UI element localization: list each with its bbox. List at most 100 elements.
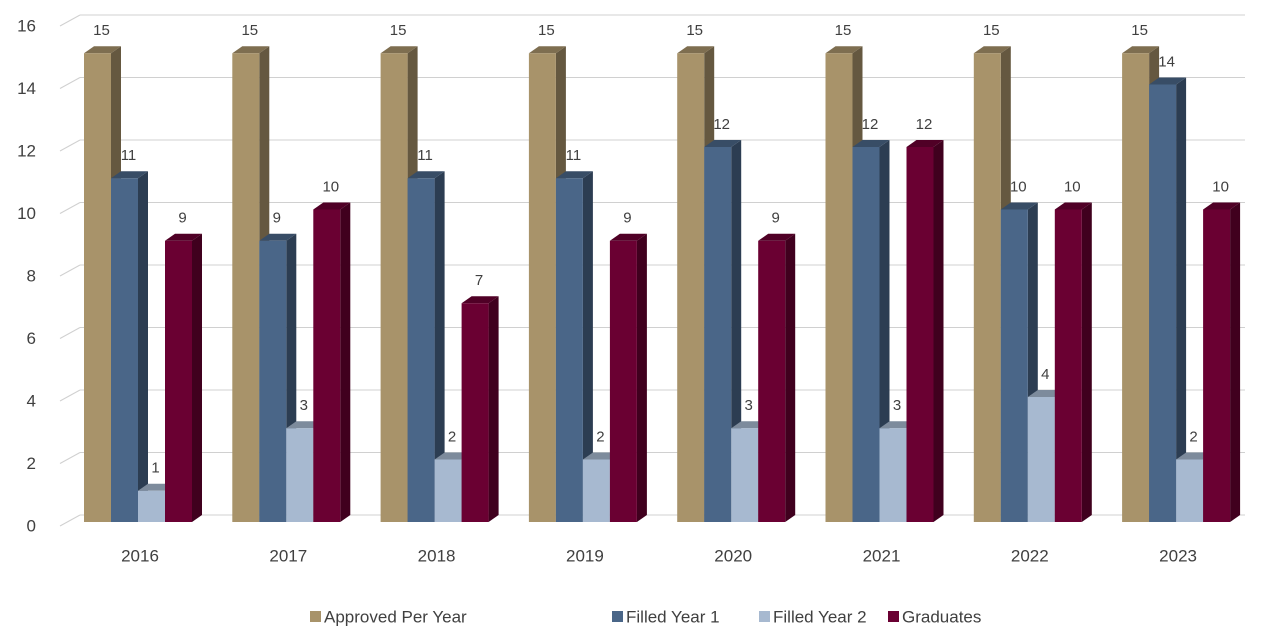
value-label: 10 (1010, 178, 1027, 195)
value-label: 12 (713, 116, 730, 133)
bar-top (609, 233, 647, 241)
bar-side (434, 171, 445, 522)
grid-line-depth (59, 264, 81, 277)
value-label: 12 (862, 116, 879, 133)
grid-line-depth (59, 389, 81, 402)
bar (1203, 202, 1241, 522)
legend-label: Filled Year 2 (773, 607, 867, 626)
bar-front (232, 53, 260, 522)
bar-side (1176, 77, 1187, 522)
value-label: 10 (322, 178, 339, 195)
bar-top (1122, 46, 1160, 54)
grid-line-depth (59, 77, 81, 89)
bar-front (138, 490, 165, 522)
value-label: 11 (566, 147, 582, 164)
value-label: 9 (178, 210, 186, 227)
x-tick-label: 2020 (714, 546, 752, 565)
bar-front (852, 147, 880, 522)
legend-swatch (612, 611, 623, 622)
legend-label: Approved Per Year (324, 607, 467, 626)
value-label: 11 (121, 147, 137, 164)
bar-front (758, 240, 786, 522)
grid-line-depth (59, 14, 81, 27)
value-label: 15 (241, 22, 258, 39)
bar-top (407, 171, 445, 179)
legend-swatch (888, 611, 899, 622)
bar-side (192, 233, 202, 522)
bar-front (407, 178, 435, 522)
bar-side (1230, 202, 1241, 522)
x-tick-label: 2023 (1159, 546, 1197, 565)
bar-front (313, 209, 341, 522)
bar-front (555, 178, 583, 522)
bar-top (259, 233, 297, 241)
bar-side (933, 140, 944, 522)
value-label: 15 (1131, 22, 1148, 39)
value-label: 7 (475, 272, 483, 289)
value-label: 15 (835, 22, 852, 39)
x-tick-label: 2019 (566, 546, 604, 565)
legend-swatch (310, 611, 321, 622)
value-label: 3 (300, 397, 308, 414)
bar-top (165, 233, 202, 241)
value-label: 9 (273, 210, 281, 227)
bar-front (461, 303, 489, 522)
bar-top (1054, 202, 1092, 210)
value-label: 9 (772, 210, 780, 227)
bar-front (609, 240, 637, 522)
grid-line-depth (59, 202, 81, 214)
y-tick-label: 2 (27, 454, 36, 473)
bar-side (785, 233, 796, 522)
bar-front (1149, 84, 1177, 522)
bar-side (138, 171, 148, 522)
bar-front (286, 428, 314, 522)
bar-front (677, 53, 705, 522)
bar-top (1203, 202, 1241, 210)
x-tick-label: 2017 (269, 546, 307, 565)
grid-line-depth (59, 139, 81, 152)
bar (313, 202, 351, 522)
bar (461, 296, 499, 522)
x-tick-label: 2021 (863, 546, 901, 565)
value-label: 3 (745, 397, 753, 414)
y-tick-label: 6 (27, 329, 36, 348)
value-label: 1 (151, 460, 159, 477)
legend-swatch (759, 611, 770, 622)
x-tick-label: 2022 (1011, 546, 1049, 565)
bar (1149, 77, 1187, 522)
y-tick-label: 16 (17, 16, 36, 35)
bar (1054, 202, 1092, 522)
bar-front (1054, 209, 1082, 522)
value-label: 4 (1041, 366, 1049, 383)
bar-top (380, 46, 418, 54)
bar-side (1081, 202, 1092, 522)
bar-front (1027, 397, 1055, 522)
value-label: 10 (1064, 178, 1081, 195)
value-label: 11 (417, 147, 433, 164)
value-label: 15 (686, 22, 703, 39)
grid-line-depth (59, 327, 81, 339)
bar-front (434, 459, 462, 522)
bar-front (973, 53, 1001, 522)
x-tick-label: 2018 (418, 546, 456, 565)
bar-front (731, 428, 759, 522)
bar (758, 233, 796, 522)
bar-top (758, 233, 796, 241)
bar-front (259, 240, 287, 522)
value-label: 15 (390, 22, 407, 39)
bar-front (879, 428, 907, 522)
bar-top (852, 140, 890, 147)
bar (1000, 202, 1038, 522)
bar-front (1000, 209, 1028, 522)
value-label: 9 (623, 210, 631, 227)
y-tick-label: 8 (27, 266, 36, 285)
value-label: 15 (538, 22, 555, 39)
bar-front (825, 53, 853, 522)
grid-line-depth (59, 452, 81, 464)
bar-side (340, 202, 351, 522)
bar-side (582, 171, 593, 522)
bar-top (973, 46, 1011, 54)
legend-label: Filled Year 1 (626, 607, 720, 626)
y-tick-label: 10 (17, 204, 36, 223)
